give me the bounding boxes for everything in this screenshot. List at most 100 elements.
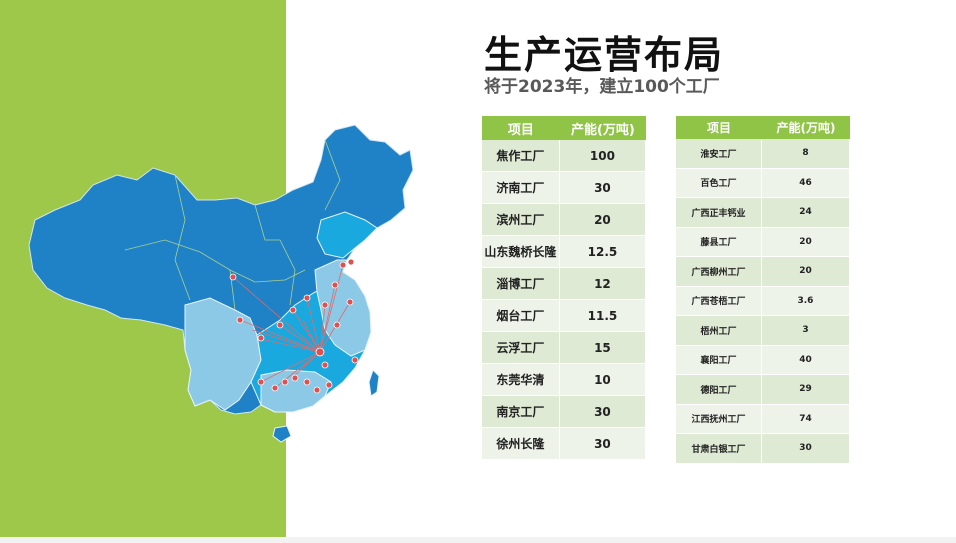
map-pin-icon [257, 378, 265, 386]
cell-name: 梧州工厂 [676, 316, 762, 346]
table-row: 滨州工厂 20 [482, 204, 646, 236]
capacity-table-right: 项目 产能(万吨) 淮安工厂 8 百色工厂 46 广西正丰钙业 24 藤县工厂 20 广… [676, 116, 850, 464]
map-pin-icon [303, 294, 311, 302]
column-header-project: 项目 [482, 116, 560, 140]
cell-name: 云浮工厂 [482, 332, 560, 364]
cell-name: 烟台工厂 [482, 300, 560, 332]
table-row: 广西苍梧工厂 3.6 [676, 286, 850, 316]
table-row: 襄阳工厂 40 [676, 345, 850, 375]
cell-value: 30 [761, 434, 850, 464]
map-pin-icon [291, 374, 299, 382]
table-row: 江西抚州工厂 74 [676, 404, 850, 434]
map-pin-icon [276, 321, 284, 329]
capacity-table-left: 项目 产能(万吨) 焦作工厂 100 济南工厂 30 滨州工厂 20 山东魏桥长隆 12… [482, 116, 646, 460]
cell-name: 淄博工厂 [482, 268, 560, 300]
table-row: 德阳工厂 29 [676, 375, 850, 405]
cell-name: 甘肃白银工厂 [676, 434, 762, 464]
map-pin-icon [281, 378, 289, 386]
page-subtitle: 将于2023年，建立100个工厂 [484, 77, 720, 97]
cell-name: 南京工厂 [482, 396, 560, 428]
table-row: 南京工厂 30 [482, 396, 646, 428]
cell-value: 30 [559, 428, 646, 460]
cell-name: 东莞华清 [482, 364, 560, 396]
cell-name: 广西苍梧工厂 [676, 286, 762, 316]
cell-name: 广西正丰钙业 [676, 198, 762, 228]
cell-name: 百色工厂 [676, 168, 762, 198]
cell-value: 29 [761, 375, 850, 405]
table-row: 烟台工厂 11.5 [482, 300, 646, 332]
column-header-project: 项目 [676, 116, 762, 139]
table-row: 云浮工厂 15 [482, 332, 646, 364]
table-row: 东莞华清 10 [482, 364, 646, 396]
table-row: 淄博工厂 12 [482, 268, 646, 300]
map-pin-icon [339, 261, 347, 269]
connection-lines [232, 264, 351, 389]
map-pin-icon [347, 258, 355, 266]
map-pin-icon [229, 273, 237, 281]
table-row: 广西柳州工厂 20 [676, 257, 850, 287]
cell-value: 10 [559, 364, 646, 396]
map-region-southwest [184, 297, 262, 411]
table-row: 甘肃白银工厂 30 [676, 434, 850, 464]
cell-name: 济南工厂 [482, 172, 560, 204]
column-header-capacity: 产能(万吨) [761, 116, 850, 139]
cell-value: 30 [559, 396, 646, 428]
cell-value: 12.5 [559, 236, 646, 268]
table-row: 山东魏桥长隆 12.5 [482, 236, 646, 268]
table-row: 广西正丰钙业 24 [676, 198, 850, 228]
map-taiwan [368, 369, 380, 397]
cell-value: 74 [761, 404, 850, 434]
map-pin-icon [236, 316, 244, 324]
cell-value: 12 [559, 268, 646, 300]
map-pin-icon [325, 381, 333, 389]
map-region-south [260, 369, 332, 413]
map-pin-icon [313, 386, 321, 394]
map-pin-icon [321, 361, 329, 369]
map-pin-icon [257, 334, 265, 342]
cell-value: 20 [559, 204, 646, 236]
map-pin-icon [321, 301, 329, 309]
cell-value: 100 [559, 140, 646, 172]
bottom-strip [0, 537, 956, 543]
cell-value: 3 [761, 316, 850, 346]
cell-value: 3.6 [761, 286, 850, 316]
map-pin-icon [315, 347, 325, 357]
cell-value: 46 [761, 168, 850, 198]
map-hainan [272, 425, 292, 443]
map-pin-icon [289, 306, 297, 314]
cell-name: 淮安工厂 [676, 139, 762, 169]
cell-value: 20 [761, 257, 850, 287]
column-header-capacity: 产能(万吨) [559, 116, 646, 140]
map-pin-icon [331, 281, 339, 289]
cell-value: 11.5 [559, 300, 646, 332]
map-pin-icon [346, 298, 354, 306]
table-row: 徐州长隆 30 [482, 428, 646, 460]
cell-name: 襄阳工厂 [676, 345, 762, 375]
cell-value: 8 [761, 139, 850, 169]
cell-name: 藤县工厂 [676, 227, 762, 257]
cell-name: 江西抚州工厂 [676, 404, 762, 434]
map-pin-icon [271, 384, 279, 392]
page-title: 生产运营布局 [484, 33, 725, 77]
cell-value: 15 [559, 332, 646, 364]
table-row: 梧州工厂 3 [676, 316, 850, 346]
china-map [28, 124, 414, 443]
cell-name: 焦作工厂 [482, 140, 560, 172]
province-borders [124, 139, 341, 311]
cell-name: 德阳工厂 [676, 375, 762, 405]
cell-name: 徐州长隆 [482, 428, 560, 460]
table-row: 济南工厂 30 [482, 172, 646, 204]
cell-value: 24 [761, 198, 850, 228]
table-row: 淮安工厂 8 [676, 139, 850, 169]
map-pin-icon [333, 321, 341, 329]
table-row: 藤县工厂 20 [676, 227, 850, 257]
cell-name: 山东魏桥长隆 [482, 236, 560, 268]
cell-name: 滨州工厂 [482, 204, 560, 236]
cell-name: 广西柳州工厂 [676, 257, 762, 287]
table-row: 百色工厂 46 [676, 168, 850, 198]
table-row: 焦作工厂 100 [482, 140, 646, 172]
cell-value: 40 [761, 345, 850, 375]
cell-value: 30 [559, 172, 646, 204]
location-pins [229, 258, 359, 394]
map-pin-icon [303, 378, 311, 386]
